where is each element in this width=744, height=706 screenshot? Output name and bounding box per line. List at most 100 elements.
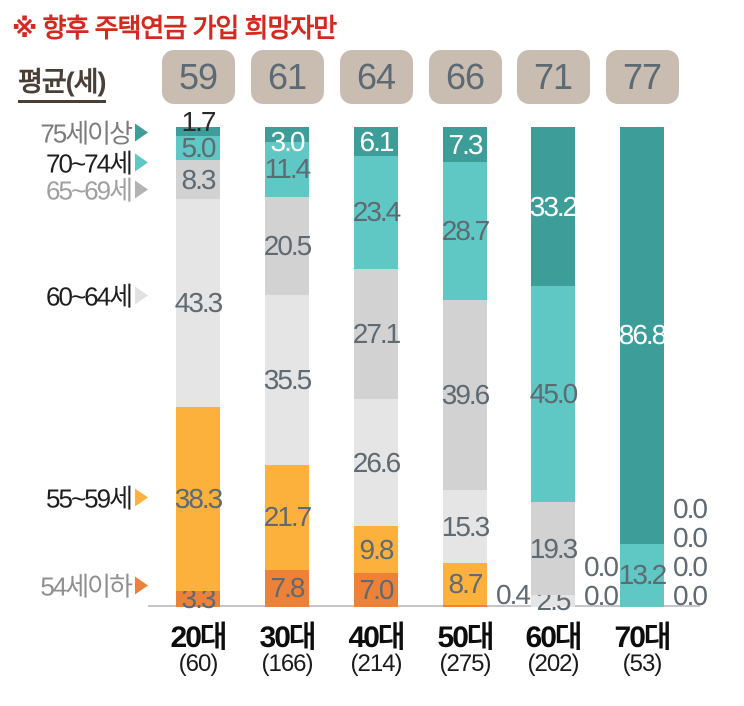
legend-label: 75세이상	[40, 118, 133, 149]
bar-segment-60대-60~64세	[531, 595, 575, 607]
value-label-50대-65~69세: 39.6	[441, 378, 490, 410]
x-axis-category-40대: 40대	[348, 621, 406, 654]
value-label-20대-75세이상: 1.7	[181, 106, 217, 138]
value-label-30대-70~74세: 11.4	[264, 153, 311, 185]
value-label-50대-55~59세: 8.7	[448, 568, 484, 600]
value-label-30대-75세이상: 3.0	[270, 125, 306, 157]
value-label-20대-65~69세: 8.3	[181, 163, 217, 195]
bar-segment-20대-70~74세	[176, 135, 220, 160]
average-age-row-label: 평균(세)	[18, 60, 107, 103]
x-axis-count-30대: (166)	[261, 650, 313, 677]
value-label-30대-55~59세: 21.7	[263, 501, 312, 533]
chart-note-title: ※ 향후 주택연금 가입 희망자만	[12, 13, 337, 43]
x-axis-count-40대: (214)	[350, 650, 402, 677]
legend-label: 54세이하	[40, 571, 133, 602]
legend-item-54세이하: 54세이하	[0, 567, 148, 604]
legend-item-55~59세: 55~59세	[0, 479, 148, 516]
bar-segment-50대-54세이하	[443, 605, 487, 607]
triangle-right-icon	[135, 576, 148, 594]
value-label-40대-60~64세: 26.6	[352, 446, 401, 478]
value-label-outside-60대-54세이하: 0.0	[584, 580, 619, 611]
average-age-badge: 59	[161, 50, 235, 104]
value-label-30대-60~64세: 35.5	[263, 364, 312, 396]
bar-segment-30대-60~64세	[265, 295, 309, 466]
value-label-40대-65~69세: 27.1	[352, 317, 401, 349]
x-axis-count-50대: (275)	[439, 650, 491, 677]
value-label-60대-70~74세: 45.0	[529, 378, 578, 410]
x-axis-category-60대: 60대	[525, 621, 583, 654]
bar-segment-40대-75세이상	[354, 127, 398, 157]
x-axis-category-70대: 70대	[614, 621, 672, 654]
x-axis-category-20대: 20대	[170, 621, 228, 654]
bar-segment-50대-60~64세	[443, 489, 487, 564]
average-age-badge: 61	[250, 50, 324, 104]
average-age-badge: 71	[516, 50, 590, 104]
average-age-badge: 66	[428, 50, 502, 104]
value-label-outside-70대-55~59세: 0.0	[673, 551, 708, 582]
triangle-right-icon	[135, 286, 148, 304]
value-label-20대-55~59세: 38.3	[174, 483, 223, 515]
bar-segment-50대-70~74세	[443, 162, 487, 300]
value-label-60대-65~69세: 19.3	[529, 532, 578, 564]
x-axis-line	[148, 605, 700, 607]
value-label-50대-75세이상: 7.3	[448, 128, 484, 160]
value-label-70대-75세이상: 86.8	[618, 319, 667, 351]
triangle-right-icon	[135, 123, 148, 141]
bar-segment-20대-75세이상	[176, 127, 220, 136]
legend-item-70~74세: 70~74세	[0, 144, 148, 181]
bar-segment-20대-65~69세	[176, 159, 220, 200]
legend-item-75세이상: 75세이상	[0, 114, 148, 151]
value-label-outside-60대-55~59세: 0.0	[584, 551, 619, 582]
x-axis-category-50대: 50대	[437, 621, 495, 654]
bar-segment-40대-54세이하	[354, 573, 398, 607]
bar-segment-30대-54세이하	[265, 569, 309, 607]
triangle-right-icon	[135, 153, 148, 171]
legend-label: 55~59세	[46, 483, 133, 514]
value-label-50대-60~64세: 15.3	[441, 510, 490, 542]
value-label-70대-70~74세: 13.2	[618, 559, 667, 591]
bar-segment-70대-70~74세	[620, 543, 664, 607]
legend-item-60~64세: 60~64세	[0, 277, 148, 314]
triangle-right-icon	[135, 180, 148, 198]
bar-segment-70대-75세이상	[620, 127, 664, 544]
bar-segment-20대-54세이하	[176, 591, 220, 607]
x-axis-count-60대: (202)	[527, 650, 579, 677]
average-age-badge: 64	[339, 50, 413, 104]
value-label-outside-70대-65~69세: 0.0	[673, 493, 708, 524]
value-label-20대-70~74세: 5.0	[181, 131, 217, 163]
bar-segment-50대-55~59세	[443, 563, 487, 606]
value-label-20대-60~64세: 43.3	[174, 287, 223, 319]
value-label-30대-54세이하: 7.8	[270, 572, 306, 604]
legend-label: 70~74세	[46, 148, 133, 179]
bar-segment-40대-70~74세	[354, 156, 398, 269]
average-age-badge: 77	[605, 50, 679, 104]
bar-segment-20대-55~59세	[176, 407, 220, 592]
x-axis-category-30대: 30대	[259, 621, 317, 654]
bar-segment-30대-75세이상	[265, 127, 309, 142]
legend-label: 60~64세	[46, 281, 133, 312]
value-label-60대-75세이상: 33.2	[529, 190, 578, 222]
bar-segment-30대-55~59세	[265, 465, 309, 570]
legend-label: 65~69세	[46, 175, 133, 206]
bar-segment-60대-75세이상	[531, 127, 575, 287]
bar-segment-60대-70~74세	[531, 286, 575, 503]
triangle-right-icon	[135, 488, 148, 506]
x-axis-count-20대: (60)	[178, 650, 219, 677]
value-label-40대-55~59세: 9.8	[359, 533, 395, 565]
value-label-40대-70~74세: 23.4	[352, 196, 401, 228]
bar-segment-20대-60~64세	[176, 199, 220, 408]
bar-segment-30대-65~69세	[265, 196, 309, 295]
bar-segment-60대-65~69세	[531, 502, 575, 595]
bar-segment-50대-75세이상	[443, 127, 487, 163]
bar-segment-50대-65~69세	[443, 299, 487, 490]
legend-item-65~69세: 65~69세	[0, 171, 148, 208]
value-label-50대-70~74세: 28.7	[441, 214, 490, 246]
value-label-30대-65~69세: 20.5	[263, 229, 312, 261]
value-label-40대-54세이하: 7.0	[359, 574, 395, 606]
value-label-outside-70대-54세이하: 0.0	[673, 580, 708, 611]
value-label-40대-75세이상: 6.1	[359, 125, 395, 157]
value-label-outside-70대-60~64세: 0.0	[673, 522, 708, 553]
bar-segment-40대-55~59세	[354, 526, 398, 574]
bar-segment-30대-70~74세	[265, 141, 309, 197]
